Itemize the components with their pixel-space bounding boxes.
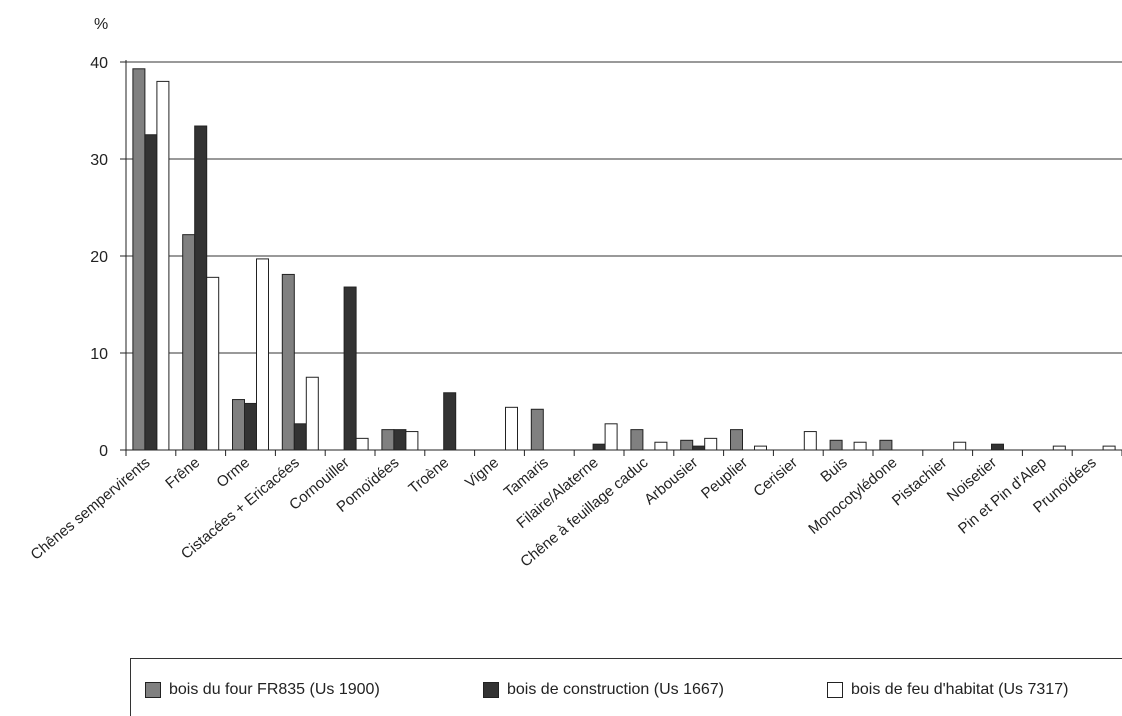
bar-0-series-2 [156,80,170,451]
bar-4-series-1 [343,286,357,451]
bar-11-series-1 [692,445,706,451]
bar-6-series-1 [443,392,457,451]
bar-chart: % 0 10 20 30 40 Chênes sempervirents Frêne Orm… [28,16,1122,571]
x-tick-label-13: Cerisier [750,454,801,500]
bar-15-series-0 [879,439,893,451]
bar-17-series-1 [991,443,1004,451]
bar-5-series-2 [405,431,419,451]
bar-12-series-0 [730,429,743,451]
bar-13-series-2 [803,431,817,451]
bar-3-series-0 [281,273,295,451]
bar-1-series-0 [182,234,196,451]
legend-swatch-habitat [827,682,843,698]
y-tick-label-0: 0 [99,443,108,460]
legend-label-habitat: bois de feu d'habitat (Us 7317) [851,681,1069,698]
x-tick-label-1: Frêne [162,454,203,492]
bar-7-series-2 [505,406,518,451]
bar-10-series-0 [630,429,644,451]
gridlines [126,61,1122,354]
x-tick-label-15: Monocotylédone [805,454,900,538]
bar-3-series-2 [305,376,319,451]
legend-item-construction: bois de construction (Us 1667) [483,681,724,699]
bar-2-series-2 [256,258,269,451]
bar-8-series-0 [530,408,544,451]
legend-swatch-construction [483,682,499,698]
bar-0-series-1 [144,134,158,451]
x-tick-label-7: Vigne [462,454,502,492]
bar-1-series-1 [194,125,208,451]
bar-5-series-1 [393,429,407,451]
bar-2-series-1 [244,402,257,451]
bars [132,68,1116,451]
bar-18-series-2 [1052,445,1066,451]
legend-swatch-four [145,682,161,698]
x-tick-label-16: Pistachier [889,454,950,509]
legend-item-four: bois du four FR835 (Us 1900) [145,681,380,699]
bar-14-series-2 [853,441,867,451]
y-tick-labels: 0 10 20 30 40 [90,55,108,460]
bar-9-series-1 [592,443,606,451]
bar-1-series-2 [206,276,220,451]
bar-11-series-2 [704,437,718,451]
x-tick-label-0: Chênes sempervirents [28,454,154,563]
y-tick-label-10: 10 [90,346,108,363]
legend-item-habitat: bois de feu d'habitat (Us 7317) [827,681,1068,699]
y-tick-label-40: 40 [90,55,108,72]
bar-16-series-2 [953,441,967,451]
x-tick-label-14: Buis [817,454,850,486]
legend-label-construction: bois de construction (Us 1667) [507,681,724,698]
axes [120,60,1122,456]
x-tick-label-11: Arbousier [641,454,701,508]
bar-5-series-0 [381,429,395,451]
bar-11-series-0 [680,439,694,451]
x-tick-label-6: Troène [405,454,452,497]
bar-12-series-2 [754,445,767,451]
bar-4-series-2 [355,437,369,451]
bar-9-series-2 [604,423,618,451]
bar-19-series-2 [1102,445,1116,451]
bar-10-series-2 [654,441,668,451]
legend: bois du four FR835 (Us 1900) bois de con… [130,658,1122,716]
bar-14-series-0 [829,439,843,451]
y-tick-label-20: 20 [90,249,108,266]
bar-0-series-0 [132,68,146,451]
bar-3-series-1 [293,423,307,451]
legend-label-four: bois du four FR835 (Us 1900) [169,681,380,698]
y-tick-label-30: 30 [90,152,108,169]
y-axis-label: % [94,16,108,33]
x-tick-label-12: Peuplier [698,454,751,502]
x-tick-label-18: Pin et Pin d'Alep [955,454,1050,537]
bar-2-series-0 [232,399,245,451]
x-tick-label-2: Orme [213,454,253,491]
